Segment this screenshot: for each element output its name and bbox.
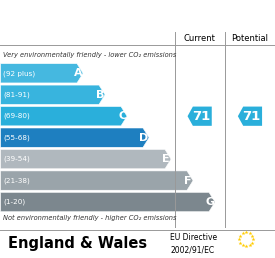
Text: EU Directive
2002/91/EC: EU Directive 2002/91/EC bbox=[170, 233, 218, 254]
Polygon shape bbox=[1, 128, 149, 147]
Text: B: B bbox=[96, 90, 104, 100]
Text: Potential: Potential bbox=[232, 34, 268, 43]
Text: 71: 71 bbox=[243, 110, 261, 123]
Text: (69-80): (69-80) bbox=[3, 113, 30, 119]
Polygon shape bbox=[1, 85, 105, 104]
Polygon shape bbox=[1, 64, 83, 83]
Text: (39-54): (39-54) bbox=[3, 156, 30, 162]
Text: D: D bbox=[139, 133, 149, 143]
Polygon shape bbox=[1, 192, 215, 212]
Text: A: A bbox=[74, 68, 82, 78]
Text: (1-20): (1-20) bbox=[3, 199, 25, 205]
Polygon shape bbox=[238, 107, 262, 126]
Text: England & Wales: England & Wales bbox=[8, 236, 147, 251]
Text: (92 plus): (92 plus) bbox=[3, 70, 35, 77]
Text: (81-91): (81-91) bbox=[3, 92, 30, 98]
Text: (55-68): (55-68) bbox=[3, 134, 30, 141]
Text: F: F bbox=[184, 176, 192, 186]
Polygon shape bbox=[188, 107, 212, 126]
Text: Very environmentally friendly - lower CO₂ emissions: Very environmentally friendly - lower CO… bbox=[3, 52, 176, 58]
Text: E: E bbox=[162, 154, 170, 164]
Polygon shape bbox=[1, 171, 193, 190]
Text: 71: 71 bbox=[192, 110, 210, 123]
Polygon shape bbox=[1, 107, 127, 126]
Text: (21-38): (21-38) bbox=[3, 177, 30, 184]
Polygon shape bbox=[1, 149, 171, 169]
Text: Environmental Impact (CO₂) Rating: Environmental Impact (CO₂) Rating bbox=[17, 9, 258, 22]
Text: Current: Current bbox=[184, 34, 216, 43]
Text: Not environmentally friendly - higher CO₂ emissions: Not environmentally friendly - higher CO… bbox=[3, 215, 176, 221]
Text: C: C bbox=[118, 111, 126, 121]
Text: G: G bbox=[205, 197, 215, 207]
